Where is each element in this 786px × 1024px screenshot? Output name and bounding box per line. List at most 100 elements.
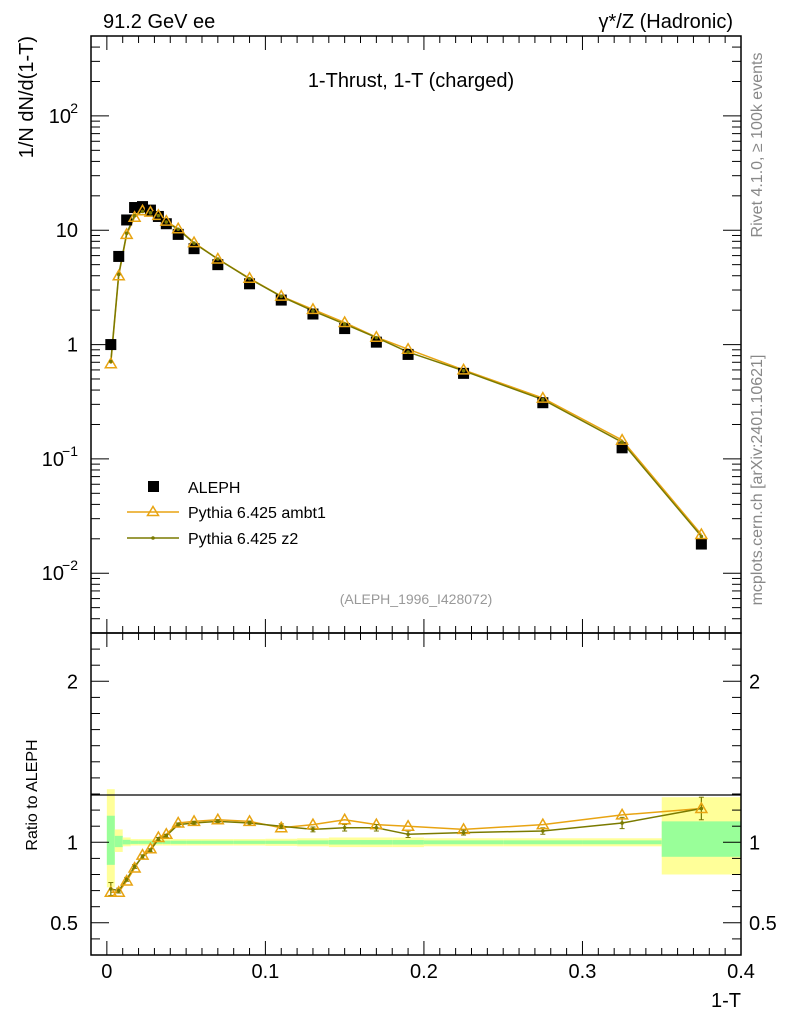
- ambt1-point: [111, 268, 126, 281]
- ratio-ambt1-point: [111, 885, 126, 897]
- ambt1-point: [171, 221, 185, 234]
- main-y-tick-label: 10: [42, 449, 64, 471]
- aleph-point: [339, 323, 351, 335]
- ratio-ambt1-line: [110, 807, 702, 893]
- ratio-z2-point: [140, 854, 145, 859]
- ratio-panel: 2 21 10.5 0.5 0 0.1 0.2 0.3 0.4 Ratio to ALEPH …: [24, 632, 777, 1012]
- z2-point: [461, 368, 466, 373]
- z2-point: [247, 276, 252, 281]
- ratio-z2-point: [247, 821, 252, 825]
- aleph-point: [121, 214, 133, 226]
- ratio-y-tick-label-right: 0.5: [749, 913, 777, 935]
- ratio-ambt1-point: [171, 815, 185, 828]
- ratio-inner-band: [392, 840, 424, 845]
- ratio-z2-point: [311, 827, 315, 832]
- main-y-tick-label: 10: [56, 220, 78, 242]
- ambt1-point: [242, 271, 257, 284]
- z2-point: [374, 335, 379, 340]
- ratio-z2-point: [541, 829, 545, 833]
- z2-point: [156, 213, 161, 218]
- mcplots-credit-label: mcplots.cern.ch [arXiv:2401.10621]: [749, 355, 766, 606]
- main-y-tick-label: 10: [42, 563, 64, 585]
- ratio-ambt1-point: [337, 812, 352, 825]
- x-axis-title: 1-T: [711, 990, 741, 1012]
- ratio-z2-point: [148, 848, 153, 853]
- ratio-z2-point: [216, 819, 220, 824]
- aleph-point: [113, 250, 125, 262]
- ratio-y-tick-labels: 2 2 1 1 0.5 0.5: [50, 671, 777, 935]
- ratio-inner-band: [114, 835, 123, 848]
- ratio-y-tick-label-left: 2: [67, 671, 78, 693]
- z2-point: [116, 272, 121, 277]
- ratio-z2-point: [279, 824, 284, 828]
- main-y-axis-title: 1/N dN/d(1-T): [16, 36, 38, 158]
- z2-point: [406, 350, 410, 354]
- main-plot-title: 1-Thrust, 1-T (charged): [308, 70, 514, 92]
- ratio-inner-band: [170, 840, 187, 844]
- ambt1-point: [615, 433, 629, 445]
- aleph-point: [129, 202, 141, 214]
- ratio-ambt1-point: [135, 848, 150, 860]
- ratio-inner-band: [138, 840, 147, 844]
- x-tick-label: 0.2: [410, 961, 438, 983]
- ratio-z2-point: [461, 830, 466, 835]
- main-y-tick-exponent: −1: [62, 443, 78, 459]
- ratio-ambt1-point: [401, 819, 415, 831]
- aleph-point: [402, 348, 414, 360]
- ratio-inner-band: [201, 840, 234, 844]
- main-y-tick-label: 1: [67, 335, 78, 357]
- ratio-ambt1-point: [274, 820, 289, 833]
- header-process-label: γ*/Z (Hadronic): [599, 11, 733, 33]
- ambt1-point: [159, 214, 174, 226]
- ratio-inner-band: [122, 839, 131, 845]
- ambt1-point: [306, 302, 320, 315]
- main-y-tick-exponent: −2: [62, 557, 78, 573]
- aleph-point: [695, 538, 707, 550]
- legend-label-aleph: ALEPH: [188, 480, 240, 497]
- ratio-z2-point: [132, 864, 137, 869]
- ratio-z2-point: [620, 821, 624, 825]
- ambt1-point: [456, 362, 471, 375]
- ratio-inner-band: [233, 840, 266, 844]
- ambt1-point: [104, 356, 118, 369]
- legend-marker-aleph: [148, 481, 159, 492]
- ratio-z2-point: [406, 832, 410, 837]
- ratio-inner-band: [423, 840, 504, 845]
- ratio-ambt1-point: [119, 873, 134, 886]
- ambt1-point: [151, 208, 166, 221]
- z2-point: [192, 241, 196, 246]
- legend-marker-z2: [151, 536, 155, 540]
- ratio-inner-band: [162, 840, 171, 844]
- ratio-ambt1-point: [615, 807, 629, 820]
- z2-point: [164, 220, 169, 224]
- z2-point: [541, 397, 545, 402]
- ratio-z2-point: [699, 806, 704, 811]
- z2-point: [132, 213, 137, 218]
- ratio-inner-band: [582, 840, 662, 845]
- z2-point: [620, 440, 624, 444]
- ratio-inner-band: [360, 840, 393, 845]
- aleph-point: [188, 243, 200, 255]
- ratio-z2-point: [192, 821, 196, 825]
- ratio-z2-point: [124, 877, 129, 882]
- z2-point: [109, 359, 113, 364]
- ratio-y-tick-label-left: 0.5: [50, 913, 78, 935]
- header-energy-label: 91.2 GeV ee: [103, 11, 215, 33]
- x-tick-label: 0.3: [569, 961, 597, 983]
- legend-marker-ambt1: [146, 505, 160, 517]
- ratio-inner-band: [503, 840, 583, 845]
- ratio-inner-band: [265, 840, 298, 844]
- legend-label-ambt1: Pythia 6.425 ambt1: [188, 505, 326, 522]
- ambt1-point: [369, 330, 384, 342]
- z2-point: [148, 211, 153, 215]
- rivet-version-label: Rivet 4.1.0, ≥ 100k events: [749, 53, 766, 238]
- ratio-ambt1-point: [211, 812, 225, 825]
- aleph-point: [370, 336, 382, 348]
- ambt1-point: [127, 210, 142, 222]
- aleph-point: [105, 339, 117, 351]
- main-y-tick-exponent: 2: [70, 100, 78, 116]
- main-y-tick-label: 10: [49, 106, 71, 128]
